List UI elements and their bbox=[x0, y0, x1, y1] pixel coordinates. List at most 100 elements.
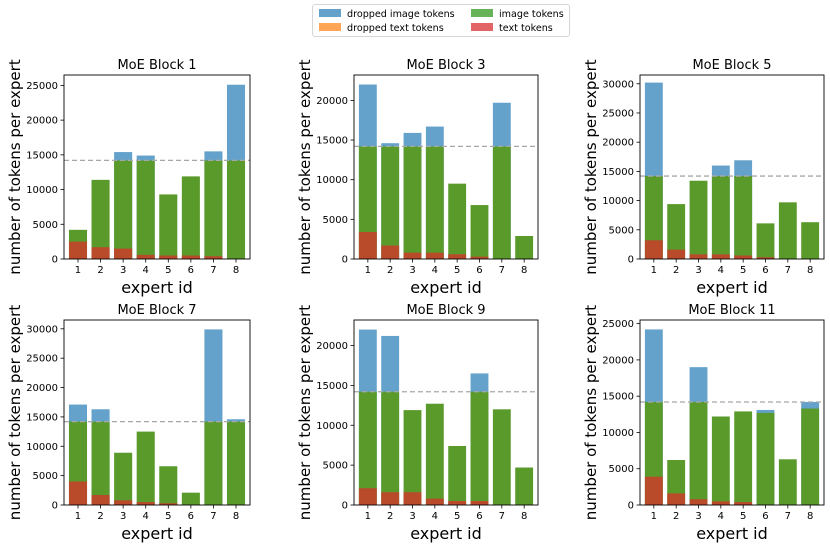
legend-label: text tokens bbox=[499, 23, 553, 34]
chart-panel: 0 5000 10000 15000 20000 1 2 3 4 5 6 7 8 MoE Block 9 e… bbox=[296, 303, 539, 543]
y-tick-label: 15000 bbox=[602, 392, 634, 403]
x-tick-label: 8 bbox=[521, 265, 527, 276]
x-tick-label: 6 bbox=[476, 265, 482, 276]
bar-image-tokens bbox=[204, 160, 223, 259]
bar-text-tokens bbox=[734, 502, 753, 505]
y-tick-label: 5000 bbox=[33, 220, 58, 231]
x-tick-label: 8 bbox=[807, 511, 813, 522]
y-tick-label: 0 bbox=[628, 501, 634, 512]
y-tick-label: 20000 bbox=[316, 96, 348, 107]
y-tick-label: 30000 bbox=[602, 79, 634, 90]
bar-image-tokens bbox=[515, 236, 534, 259]
legend-item-image-tokens: image tokens bbox=[471, 8, 564, 22]
axes-frame bbox=[639, 319, 825, 506]
bar-image-tokens bbox=[756, 223, 775, 259]
bar-text-tokens bbox=[68, 241, 88, 259]
y-axis-label: number of tokens per expert bbox=[6, 305, 24, 521]
bar-text-tokens bbox=[644, 476, 663, 505]
chart-panel: 0 5000 10000 15000 20000 25000 1 2 3 4 5 6 7 8 MoE Blo… bbox=[6, 58, 251, 297]
legend-swatch-dropped-image bbox=[319, 9, 341, 17]
y-tick-label: 25000 bbox=[26, 81, 58, 92]
bar-text-tokens bbox=[136, 254, 155, 259]
axes-frame bbox=[63, 319, 251, 506]
x-tick-label: 5 bbox=[454, 265, 460, 276]
x-tick-label: 3 bbox=[695, 511, 701, 522]
bar-image-tokens bbox=[756, 412, 775, 505]
chart-title: MoE Block 11 bbox=[688, 303, 775, 318]
bar-image-tokens bbox=[226, 160, 246, 259]
bar-text-tokens bbox=[448, 254, 467, 259]
bar-image-tokens bbox=[181, 176, 200, 259]
y-tick-label: 0 bbox=[342, 501, 348, 512]
x-tick-label: 1 bbox=[75, 265, 81, 276]
legend: dropped image tokens image tokens droppe… bbox=[312, 4, 570, 37]
bar-image-tokens bbox=[204, 421, 223, 505]
chart-panel: 0 5000 10000 15000 20000 25000 1 2 3 4 5 6 7 8 MoE Blo… bbox=[582, 303, 825, 543]
bar-text-tokens bbox=[403, 252, 422, 259]
chart-panel: 0 5000 10000 15000 20000 1 2 3 4 5 6 7 8 MoE Block 3 e… bbox=[296, 58, 539, 297]
x-axis-label: expert id bbox=[121, 278, 193, 297]
y-axis-label: number of tokens per expert bbox=[296, 305, 314, 521]
bar-image-tokens bbox=[711, 176, 730, 259]
legend-swatch-image bbox=[471, 9, 493, 17]
bar-image-tokens bbox=[492, 409, 511, 505]
bar-image-tokens bbox=[644, 176, 663, 259]
x-tick-label: 7 bbox=[499, 265, 505, 276]
x-tick-label: 2 bbox=[673, 511, 679, 522]
bar-image-tokens bbox=[667, 204, 686, 259]
x-tick-label: 5 bbox=[165, 265, 171, 276]
x-tick-label: 4 bbox=[432, 511, 438, 522]
bar-image-tokens bbox=[403, 410, 422, 505]
x-tick-label: 3 bbox=[409, 511, 415, 522]
x-tick-label: 8 bbox=[233, 265, 239, 276]
x-tick-label: 8 bbox=[233, 511, 239, 522]
x-tick-label: 2 bbox=[97, 265, 103, 276]
bar-text-tokens bbox=[734, 255, 753, 259]
bar-image-tokens bbox=[470, 391, 489, 505]
bar-text-tokens bbox=[159, 255, 178, 259]
axes-frame bbox=[639, 74, 825, 260]
y-tick-label: 25000 bbox=[26, 354, 58, 365]
chart-title: MoE Block 1 bbox=[117, 58, 196, 73]
bar-image-tokens bbox=[136, 160, 155, 259]
y-tick-label: 5000 bbox=[609, 225, 634, 236]
y-tick-label: 5000 bbox=[609, 464, 634, 475]
x-tick-label: 8 bbox=[807, 265, 813, 276]
bar-image-tokens bbox=[358, 391, 377, 505]
x-tick-label: 2 bbox=[387, 511, 393, 522]
x-tick-label: 6 bbox=[188, 265, 194, 276]
bar-text-tokens bbox=[756, 257, 775, 259]
bar-image-tokens bbox=[689, 401, 708, 505]
y-axis-label: number of tokens per expert bbox=[582, 59, 600, 275]
bar-text-tokens bbox=[689, 254, 708, 259]
legend-item-text-tokens: text tokens bbox=[471, 22, 553, 36]
bar-image-tokens bbox=[159, 194, 178, 259]
bar-image-tokens bbox=[470, 205, 489, 259]
x-tick-label: 5 bbox=[165, 511, 171, 522]
y-tick-label: 20000 bbox=[26, 383, 58, 394]
y-tick-label: 25000 bbox=[602, 319, 634, 330]
bar-text-tokens bbox=[644, 240, 663, 259]
bar-image-tokens bbox=[778, 459, 797, 505]
x-tick-label: 2 bbox=[387, 265, 393, 276]
y-tick-label: 20000 bbox=[26, 116, 58, 127]
bar-image-tokens bbox=[136, 431, 155, 505]
y-tick-label: 10000 bbox=[602, 428, 634, 439]
y-tick-label: 20000 bbox=[316, 341, 348, 352]
x-axis-label: expert id bbox=[696, 278, 768, 297]
bar-image-tokens bbox=[778, 202, 797, 259]
x-tick-label: 8 bbox=[521, 511, 527, 522]
x-tick-label: 5 bbox=[740, 511, 746, 522]
x-axis-label: expert id bbox=[121, 524, 193, 543]
x-tick-label: 6 bbox=[476, 511, 482, 522]
legend-item-dropped-image-tokens: dropped image tokens bbox=[319, 8, 455, 22]
chart-title: MoE Block 3 bbox=[406, 58, 485, 73]
y-tick-label: 0 bbox=[52, 501, 58, 512]
x-tick-label: 7 bbox=[210, 511, 216, 522]
bar-image-tokens bbox=[734, 411, 753, 505]
bar-image-tokens bbox=[689, 180, 708, 259]
y-tick-label: 25000 bbox=[602, 108, 634, 119]
y-tick-label: 15000 bbox=[26, 412, 58, 423]
bar-text-tokens bbox=[711, 501, 730, 505]
bar-text-tokens bbox=[403, 492, 422, 505]
